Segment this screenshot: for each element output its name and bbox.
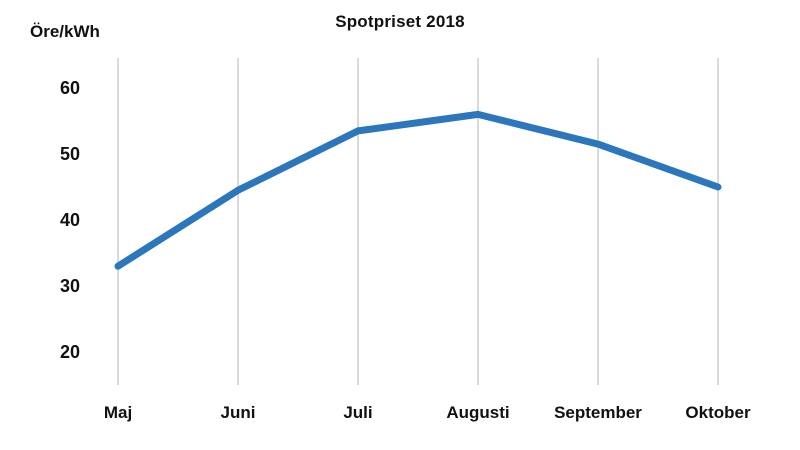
y-tick-label: 40: [60, 210, 80, 230]
x-tick-label: Juli: [343, 403, 372, 422]
x-tick-label: Maj: [104, 403, 132, 422]
y-tick-label: 60: [60, 78, 80, 98]
y-tick-label: 30: [60, 276, 80, 296]
x-tick-label: September: [554, 403, 642, 422]
y-axis-label: Öre/kWh: [30, 22, 100, 41]
x-tick-label: Oktober: [685, 403, 751, 422]
data-line: [114, 110, 722, 270]
chart-title: Spotpriset 2018: [335, 12, 465, 31]
y-tick-label: 50: [60, 144, 80, 164]
x-tick-label: Juni: [221, 403, 256, 422]
y-tick-label: 20: [60, 342, 80, 362]
x-tick-label: Augusti: [446, 403, 509, 422]
